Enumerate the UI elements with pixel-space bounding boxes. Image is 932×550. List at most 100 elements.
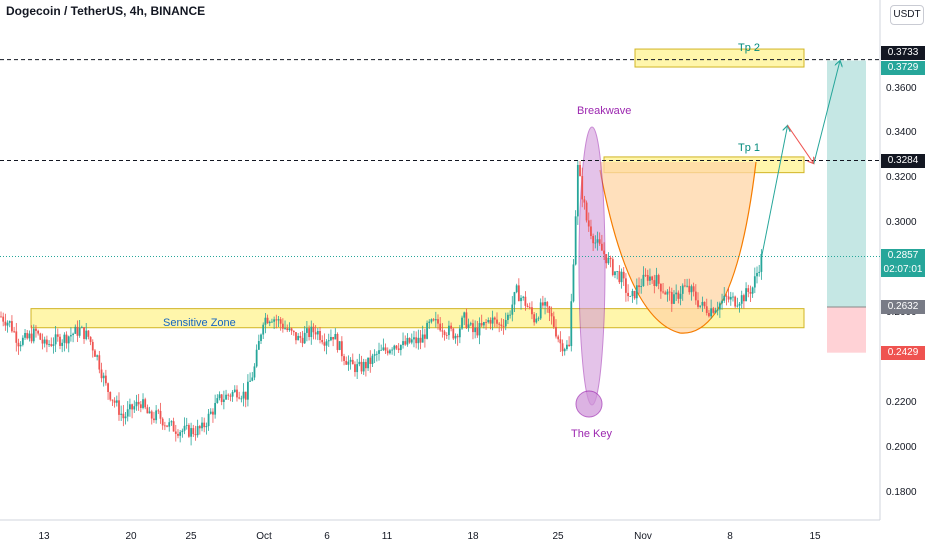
candle-body bbox=[415, 337, 418, 344]
candle-body bbox=[581, 175, 584, 200]
candle-body bbox=[745, 288, 747, 302]
candle-body bbox=[334, 333, 337, 340]
candle-body bbox=[174, 431, 177, 434]
candle-body bbox=[37, 330, 40, 334]
candle-body bbox=[736, 305, 739, 307]
candle-body bbox=[659, 283, 662, 292]
candle-body bbox=[170, 421, 173, 423]
candle-body bbox=[758, 271, 761, 273]
candle-body bbox=[139, 404, 142, 408]
candle-body bbox=[480, 323, 483, 326]
y-tick-label: 0.2200 bbox=[886, 397, 917, 409]
candle-body bbox=[574, 216, 577, 265]
candle-body bbox=[498, 323, 501, 325]
x-tick-label: 6 bbox=[324, 531, 330, 542]
target-zone bbox=[827, 60, 866, 308]
candle-body bbox=[740, 295, 743, 304]
candle-body bbox=[535, 318, 538, 323]
candle-body bbox=[539, 302, 542, 319]
candle-body bbox=[618, 271, 621, 283]
tp2-label: Tp 2 bbox=[738, 42, 761, 54]
candle-body bbox=[236, 389, 238, 398]
candle-body bbox=[513, 292, 516, 305]
price-tag: 0.2857 bbox=[881, 249, 925, 264]
candle-body bbox=[408, 337, 411, 343]
candle-body bbox=[157, 410, 160, 412]
candle-body bbox=[708, 312, 710, 317]
candle-body bbox=[583, 199, 586, 203]
candle-body bbox=[275, 319, 278, 321]
candle-body bbox=[430, 319, 433, 322]
candle-body bbox=[743, 295, 745, 302]
candle-body bbox=[668, 291, 671, 293]
candle-body bbox=[146, 407, 149, 414]
candle-body bbox=[666, 291, 669, 295]
candle-body bbox=[225, 394, 227, 400]
risk-reward-tool[interactable] bbox=[827, 60, 866, 353]
candle-body bbox=[729, 296, 732, 300]
candle-body bbox=[511, 304, 514, 315]
candle-body bbox=[507, 314, 509, 321]
candle-body bbox=[78, 327, 81, 336]
candle-body bbox=[24, 332, 26, 338]
candle-body bbox=[662, 291, 664, 293]
x-tick-label: 8 bbox=[727, 531, 733, 542]
candle-body bbox=[19, 344, 22, 347]
candle-body bbox=[541, 302, 544, 306]
candle-body bbox=[524, 296, 527, 306]
candle-body bbox=[463, 312, 466, 318]
candle-body bbox=[461, 317, 463, 329]
candle-body bbox=[694, 291, 697, 301]
candle-body bbox=[330, 336, 332, 341]
candle-body bbox=[517, 285, 520, 302]
candle-body bbox=[727, 296, 730, 300]
candle-body bbox=[177, 433, 179, 436]
candle-body bbox=[201, 422, 203, 429]
candle-body bbox=[240, 398, 243, 400]
candle-body bbox=[454, 335, 457, 339]
candle-body bbox=[144, 399, 147, 408]
candle-body bbox=[231, 391, 234, 397]
candle-body bbox=[80, 327, 83, 329]
candle-body bbox=[72, 333, 75, 336]
candle-body bbox=[712, 308, 715, 313]
candle-body bbox=[207, 413, 210, 427]
candle-body bbox=[500, 324, 503, 327]
candle-body bbox=[572, 264, 575, 302]
candle-body bbox=[675, 292, 678, 295]
candle-body bbox=[552, 316, 555, 327]
candle-body bbox=[196, 426, 199, 436]
candle-body bbox=[397, 348, 400, 351]
currency-button[interactable]: USDT bbox=[890, 5, 924, 25]
candle-body bbox=[369, 357, 372, 364]
candle-body bbox=[91, 341, 94, 351]
candle-body bbox=[63, 334, 66, 343]
candle-body bbox=[120, 413, 123, 415]
candle-body bbox=[413, 337, 415, 340]
x-tick-label: 11 bbox=[381, 531, 393, 542]
candle-body bbox=[546, 302, 549, 307]
candle-body bbox=[308, 328, 310, 338]
candle-body bbox=[533, 314, 536, 323]
breakwave-ellipse bbox=[578, 126, 606, 406]
candle-body bbox=[188, 425, 190, 437]
candle-body bbox=[478, 323, 481, 336]
candle-body bbox=[297, 335, 300, 341]
candle-body bbox=[472, 323, 474, 333]
candle-body bbox=[155, 410, 158, 421]
candle-body bbox=[70, 335, 72, 337]
candle-body bbox=[690, 286, 693, 293]
candle-body bbox=[181, 430, 184, 433]
candle-body bbox=[135, 401, 138, 407]
candle-body bbox=[467, 324, 470, 328]
candle-body bbox=[382, 347, 385, 350]
candle-body bbox=[166, 425, 168, 427]
candle-body bbox=[115, 400, 118, 403]
candle-body bbox=[83, 327, 85, 339]
candle-body bbox=[163, 425, 166, 427]
candle-body bbox=[316, 331, 319, 335]
candle-body bbox=[421, 334, 424, 343]
candle-body bbox=[351, 359, 354, 365]
candle-body bbox=[607, 257, 610, 264]
